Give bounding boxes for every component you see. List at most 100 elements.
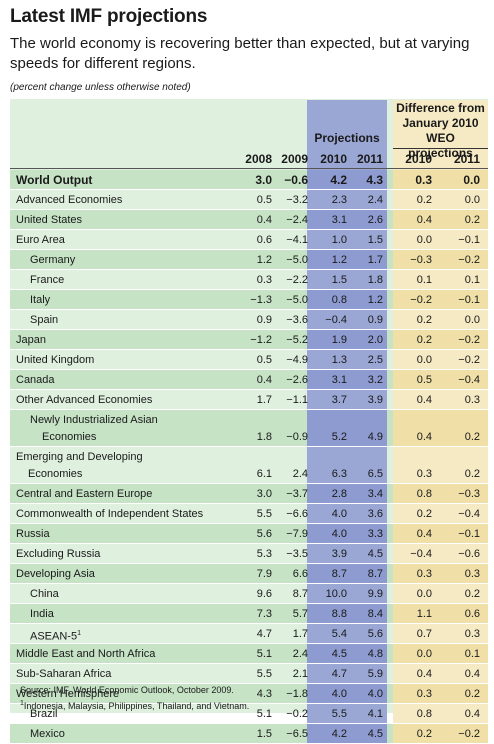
row-label-text: Commonwealth of Independent States: [16, 508, 204, 520]
value-cell: 5.9: [367, 668, 383, 680]
value-cell: 5.6: [367, 628, 383, 640]
projections-header: Projections: [314, 131, 380, 145]
row-label: Newly Industrialized Asian: [30, 412, 158, 428]
projection-cell-bg: [307, 564, 387, 583]
row-separator: [10, 189, 488, 190]
value-cell: −7.9: [286, 528, 308, 540]
value-cell: 3.1: [331, 374, 347, 386]
row-label-text: Germany: [30, 254, 76, 266]
difference-cell-bg: [393, 504, 488, 523]
value-cell: 1.0: [331, 234, 347, 246]
value-cell: −3.6: [286, 314, 308, 326]
value-cell: 1.9: [331, 334, 347, 346]
row-label-text: Brazil: [30, 708, 58, 720]
row-label: United States: [16, 212, 82, 228]
value-cell: 0.8: [416, 708, 432, 720]
value-cell: 4.3: [256, 688, 272, 700]
row-separator: [10, 663, 488, 664]
difference-cell-bg: [393, 310, 488, 329]
table-row: Italy −1.3 −5.0 0.8 1.2 −0.2 −0.1: [10, 290, 488, 310]
value-cell: −0.1: [458, 528, 480, 540]
row-separator: [10, 563, 488, 564]
value-cell: −5.0: [286, 254, 308, 266]
value-cell: 5.6: [256, 528, 272, 540]
value-cell: −5.0: [286, 294, 308, 306]
value-cell: 8.8: [331, 608, 347, 620]
row-separator: [10, 349, 488, 350]
value-cell: 0.3: [416, 688, 432, 700]
value-cell: 1.5: [367, 234, 383, 246]
row-label: World Output: [16, 172, 92, 188]
projection-cell-bg: [307, 230, 387, 249]
value-cell: 2.3: [331, 194, 347, 206]
value-cell: 4.5: [367, 548, 383, 560]
row-label: Brazil: [30, 706, 58, 722]
projection-cell-bg: [307, 190, 387, 209]
value-cell: 5.5: [256, 668, 272, 680]
value-cell: 5.5: [331, 708, 347, 720]
value-cell: 1.7: [292, 628, 308, 640]
value-cell: −6.6: [286, 508, 308, 520]
row-label: Spain: [30, 312, 58, 328]
value-cell: 0.3: [464, 628, 480, 640]
difference-cell-bg: [393, 230, 488, 249]
row-label-text: India: [30, 608, 54, 620]
value-cell: 0.1: [416, 274, 432, 286]
value-cell: −1.2: [250, 334, 272, 346]
value-cell: 0.0: [463, 173, 480, 187]
row-label-text: Western Hemisphere: [16, 688, 120, 700]
projection-cell-bg: [307, 484, 387, 503]
value-cell: 2.4: [292, 648, 308, 660]
row-label-continued: Economies: [28, 468, 83, 480]
value-cell: −5.2: [286, 334, 308, 346]
difference-cell-bg: [393, 544, 488, 563]
row-label: Germany: [30, 252, 75, 268]
value-cell: 0.7: [416, 628, 432, 640]
value-cell: −0.2: [410, 294, 432, 306]
value-cell: 0.4: [416, 394, 432, 406]
table-row: Germany 1.2 −5.0 1.2 1.7 −0.3 −0.2: [10, 250, 488, 270]
row-label-text: Mexico: [30, 728, 65, 740]
value-cell: −0.2: [286, 708, 308, 720]
table-row: United Kingdom 0.5 −4.9 1.3 2.5 0.0 −0.2: [10, 350, 488, 370]
row-label-text: Central and Eastern Europe: [16, 488, 153, 500]
row-separator: [10, 623, 488, 624]
row-separator: [10, 329, 488, 330]
table-row: Western Hemisphere 4.3 −1.8 4.0 4.0 0.3 0.2: [10, 684, 488, 704]
row-separator: [10, 409, 488, 410]
projection-cell-bg: [307, 544, 387, 563]
page-subtitle: The world economy is recovering better t…: [10, 35, 470, 72]
table-row: France 0.3 −2.2 1.5 1.8 0.1 0.1: [10, 270, 488, 290]
value-cell: 5.4: [331, 628, 347, 640]
value-cell: 4.8: [367, 648, 383, 660]
value-cell: 0.9: [367, 314, 383, 326]
row-label: Euro Area: [16, 232, 65, 248]
row-label-text: Russia: [16, 528, 50, 540]
row-label: Central and Eastern Europe: [16, 486, 152, 502]
difference-cell-bg: [393, 584, 488, 603]
value-cell: −3.5: [286, 548, 308, 560]
value-cell: −2.6: [286, 374, 308, 386]
value-cell: −4.9: [286, 354, 308, 366]
difference-cell-bg: [393, 447, 488, 483]
value-cell: 8.4: [367, 608, 383, 620]
value-cell: 4.2: [331, 728, 347, 740]
row-label: ASEAN-51: [30, 626, 81, 645]
row-label: Sub-Saharan Africa: [16, 666, 111, 682]
value-cell: 1.7: [367, 254, 383, 266]
projection-cell-bg: [307, 170, 387, 189]
row-separator: [10, 209, 488, 210]
header-rule: [10, 168, 488, 169]
row-separator: [10, 683, 488, 684]
source-note: Source: IMF, World Economic Outlook, Oct…: [20, 685, 234, 695]
value-cell: 0.0: [416, 588, 432, 600]
value-cell: 0.2: [464, 688, 480, 700]
row-label-text: Sub-Saharan Africa: [16, 668, 112, 680]
value-cell: 0.2: [464, 431, 480, 443]
row-label-text: Canada: [16, 374, 55, 386]
value-cell: −0.3: [458, 488, 480, 500]
value-cell: 8.7: [367, 568, 383, 580]
table-row: Commonwealth of Independent States 5.5 −6.…: [10, 504, 488, 524]
row-separator: [10, 543, 488, 544]
row-label-text: ASEAN-5: [30, 630, 78, 643]
